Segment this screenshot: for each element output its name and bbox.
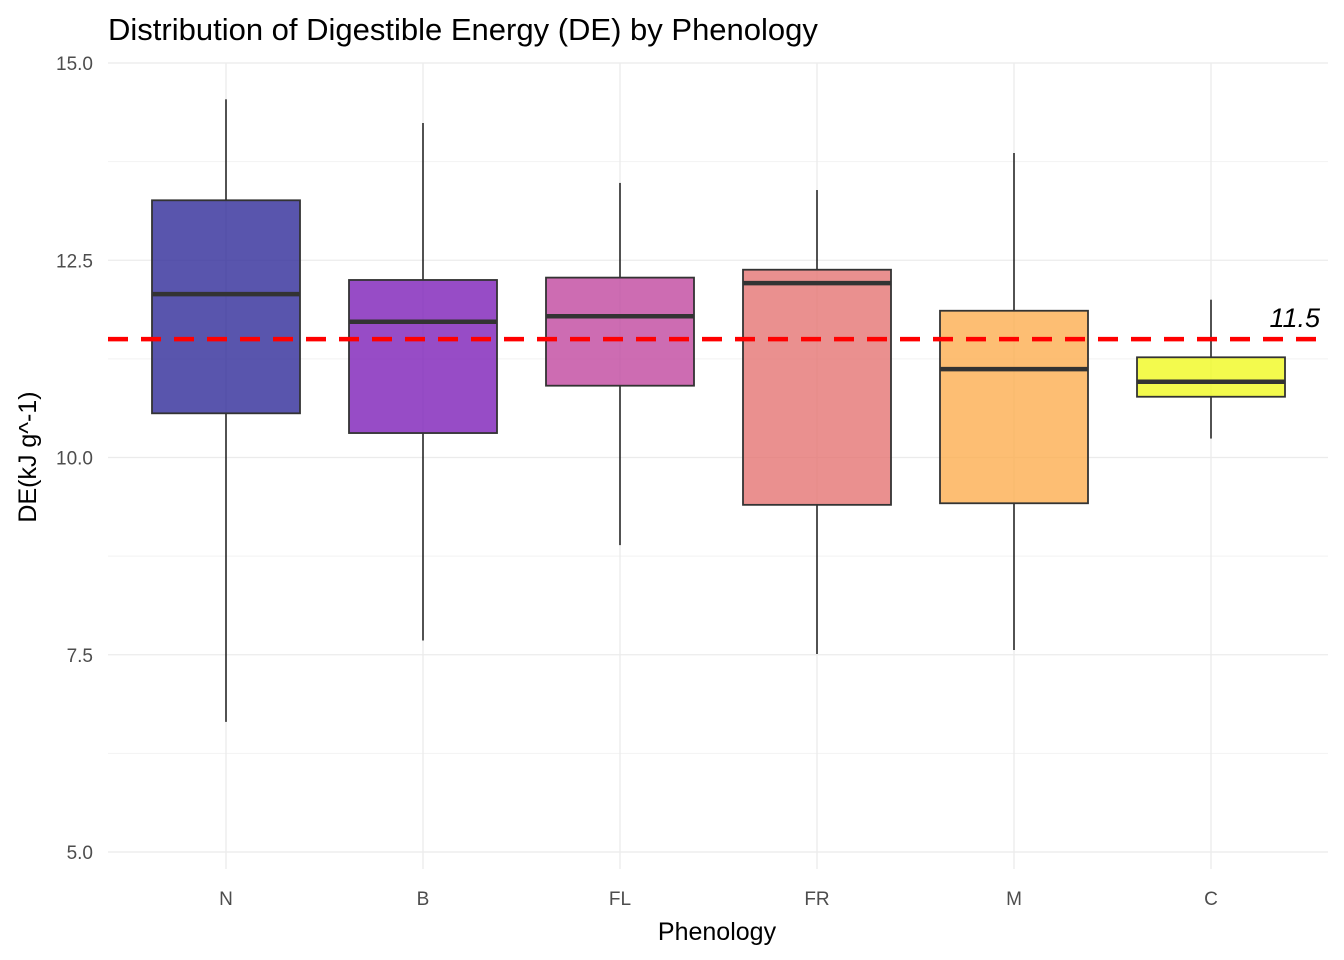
y-tick-label: 10.0 [56,449,93,470]
reference-line-label: 11.5 [1269,303,1321,333]
x-tick-label: FR [804,889,829,910]
axis-ticks: 5.0 7.5 10.0 12.5 15.0 N B FL FR M C [56,54,1218,910]
box-body [545,276,695,387]
boxes [151,99,1286,722]
grid [108,62,1328,869]
box-FR [742,190,892,654]
chart-title: Distribution of Digestible Energy (DE) b… [108,12,818,47]
box-body [939,309,1089,505]
x-tick-label: N [219,889,233,910]
x-tick-label: C [1204,889,1218,910]
x-tick-label: B [417,889,430,910]
box-body [1136,356,1286,398]
y-axis-label: DE(kJ g^-1) [14,391,42,522]
box-C [1136,299,1286,439]
box-B [348,122,498,641]
x-tick-label: M [1006,889,1022,910]
box-N [151,99,301,722]
y-tick-label: 7.5 [67,646,93,667]
y-tick-label: 15.0 [56,54,93,75]
x-axis-label: Phenology [658,918,777,946]
box-FL [545,182,695,546]
box-body [151,199,301,415]
box-body [348,279,498,434]
y-tick-label: 12.5 [56,251,93,272]
y-tick-label: 5.0 [67,843,93,864]
x-tick-label: FL [609,889,631,910]
box-body [742,268,892,506]
box-M [939,152,1089,651]
